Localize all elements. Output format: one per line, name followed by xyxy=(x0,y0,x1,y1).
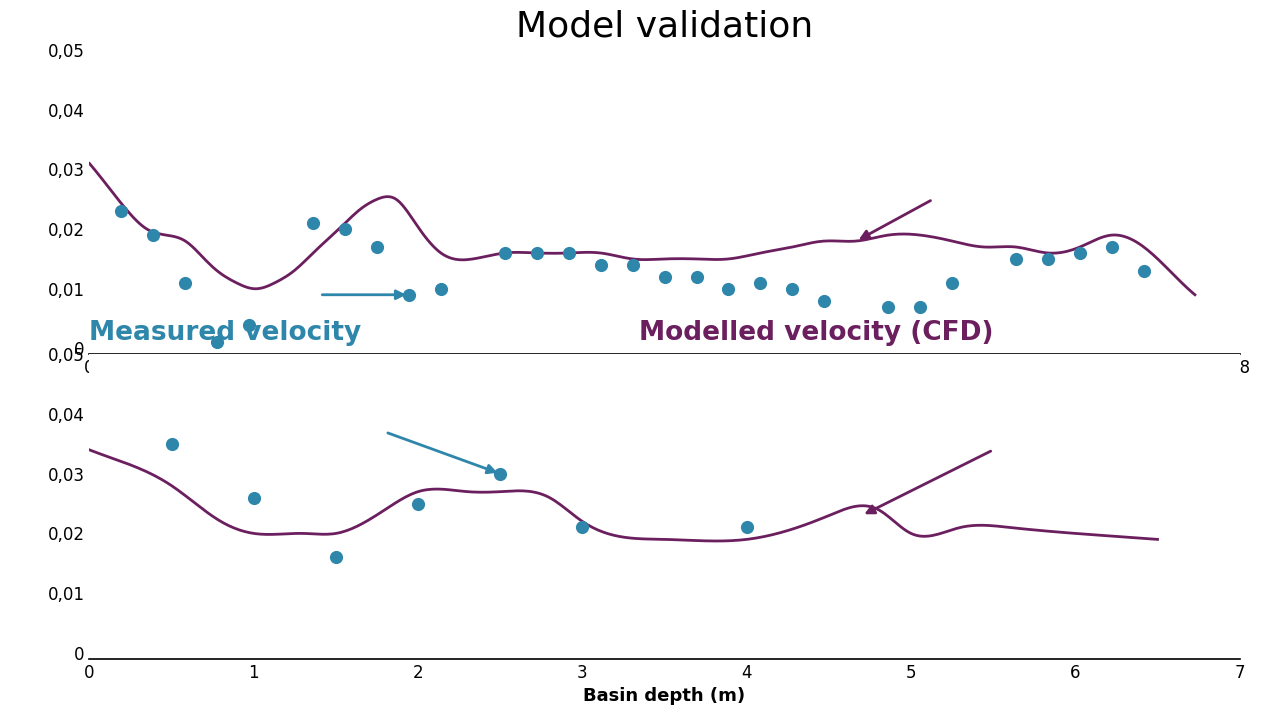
X-axis label: Basin depth (m): Basin depth (m) xyxy=(584,383,745,401)
Point xyxy=(782,283,803,294)
Point xyxy=(1102,241,1122,253)
Point xyxy=(590,259,611,271)
Text: Measured velocity: Measured velocity xyxy=(89,320,362,346)
Point xyxy=(143,229,164,241)
Point xyxy=(489,468,510,480)
Point xyxy=(1006,253,1026,265)
Point xyxy=(1070,247,1090,258)
Point xyxy=(111,205,132,217)
Point xyxy=(326,551,346,563)
Point xyxy=(1134,265,1154,276)
Point xyxy=(408,498,428,509)
Point xyxy=(878,301,898,312)
Title: Model validation: Model validation xyxy=(516,9,813,43)
Point xyxy=(654,271,675,283)
Point xyxy=(910,301,930,312)
Point xyxy=(686,271,707,283)
Point xyxy=(399,289,419,301)
Point xyxy=(622,259,643,271)
Point xyxy=(207,337,227,348)
Point xyxy=(942,277,962,289)
Point xyxy=(718,283,739,294)
Point xyxy=(558,247,579,258)
Point xyxy=(431,283,451,294)
Point xyxy=(175,277,196,289)
Point xyxy=(161,438,181,450)
Point xyxy=(239,319,259,330)
Point xyxy=(814,295,835,306)
Point xyxy=(495,247,515,258)
Point xyxy=(573,522,593,533)
Point xyxy=(367,241,387,253)
Point xyxy=(303,218,323,229)
Text: Modelled velocity (CFD): Modelled velocity (CFD) xyxy=(639,320,993,346)
Point xyxy=(736,522,757,533)
Point xyxy=(750,277,771,289)
Point xyxy=(244,492,265,503)
Point xyxy=(335,223,355,235)
Point xyxy=(1038,253,1058,265)
X-axis label: Basin depth (m): Basin depth (m) xyxy=(584,687,745,705)
Point xyxy=(527,247,547,258)
